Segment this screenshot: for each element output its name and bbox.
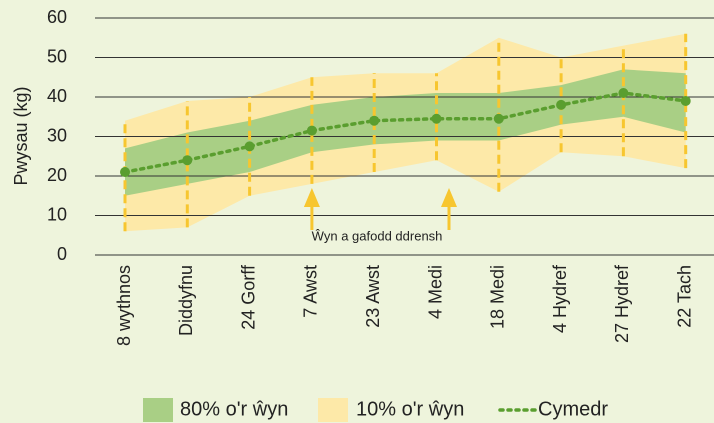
mean-point [120,167,130,178]
legend-label: 80% o'r ŵyn [180,398,288,420]
x-tick-label: 22 Tach [674,265,694,328]
mean-point [556,99,567,110]
y-tick-label: 40 [47,86,67,106]
x-tick-label: 7 Awst [301,265,321,318]
mean-point [618,88,629,99]
x-tick-label: Diddyfnu [176,265,196,336]
mean-point [306,125,317,136]
mean-point [680,95,691,106]
mean-point [493,113,504,124]
y-tick-label: 60 [47,7,67,27]
x-tick-label: 23 Awst [363,265,383,328]
mean-line [123,91,688,174]
legend-label: Cymedr [538,398,608,420]
mean-point [369,115,380,126]
annotation: Ŵyn a gafodd ddrensh [312,228,443,243]
y-tick-label: 0 [57,244,67,264]
x-tick-label: 4 Hydref [550,264,570,333]
y-tick-label: 10 [47,204,67,224]
legend-swatch [143,398,173,422]
x-tick-label: 27 Hydref [612,264,632,343]
mean-point [182,155,193,166]
arrow-head [441,188,457,207]
legend-label: 10% o'r ŵyn [356,398,464,420]
x-tick-label: 8 wythnos [114,265,134,346]
y-tick-label: 30 [47,125,67,145]
mean-point [244,141,255,152]
y-axis-label: Pwysau (kg) [11,86,31,185]
y-tick-label: 50 [47,46,67,66]
y-tick-label: 20 [47,165,67,185]
arrow-head [303,188,320,207]
band [125,69,686,196]
x-tick-label: 4 Medi [425,265,445,319]
x-tick-label: 24 Gorff [238,264,258,330]
x-tick-label: 18 Medi [488,265,508,329]
legend-swatch [318,398,348,422]
mean-point [431,113,442,124]
